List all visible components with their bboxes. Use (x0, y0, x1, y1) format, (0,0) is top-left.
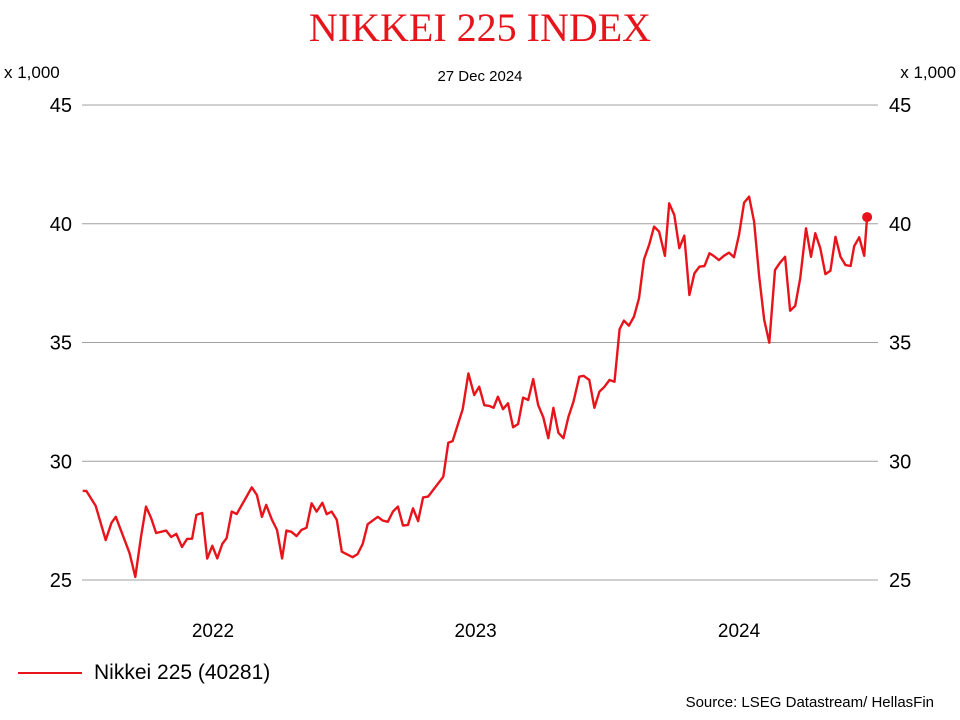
left-axis-unit: x 1,000 (4, 63, 60, 82)
x-tick-label: 2022 (192, 621, 234, 642)
legend: Nikkei 225 (40281) (18, 661, 270, 685)
y-tick-label-right: 35 (889, 333, 911, 355)
chart-title: NIKKEI 225 INDEX (308, 5, 652, 50)
last-value-marker (862, 212, 873, 223)
source-note: Source: LSEG Datastream/ HellasFin (685, 694, 934, 711)
x-tick-label: 2024 (718, 621, 761, 642)
chart-date: 27 Dec 2024 (437, 68, 523, 85)
y-tick-label-left: 25 (50, 570, 72, 592)
y-tick-label-left: 35 (50, 333, 72, 355)
y-tick-label-right: 45 (889, 95, 911, 117)
y-tick-label-left: 40 (50, 214, 72, 236)
right-axis-unit: x 1,000 (900, 63, 956, 82)
legend-line-swatch (18, 672, 82, 674)
nikkei-225-line (82, 195, 869, 579)
y-tick-label-right: 30 (889, 451, 911, 473)
y-tick-label-left: 30 (50, 451, 72, 473)
y-tick-label-left: 45 (50, 95, 72, 117)
legend-label: Nikkei 225 (40281) (94, 661, 271, 684)
y-tick-label-right: 40 (889, 214, 911, 236)
x-tick-label: 2023 (454, 621, 496, 642)
y-tick-label-right: 25 (889, 570, 911, 592)
